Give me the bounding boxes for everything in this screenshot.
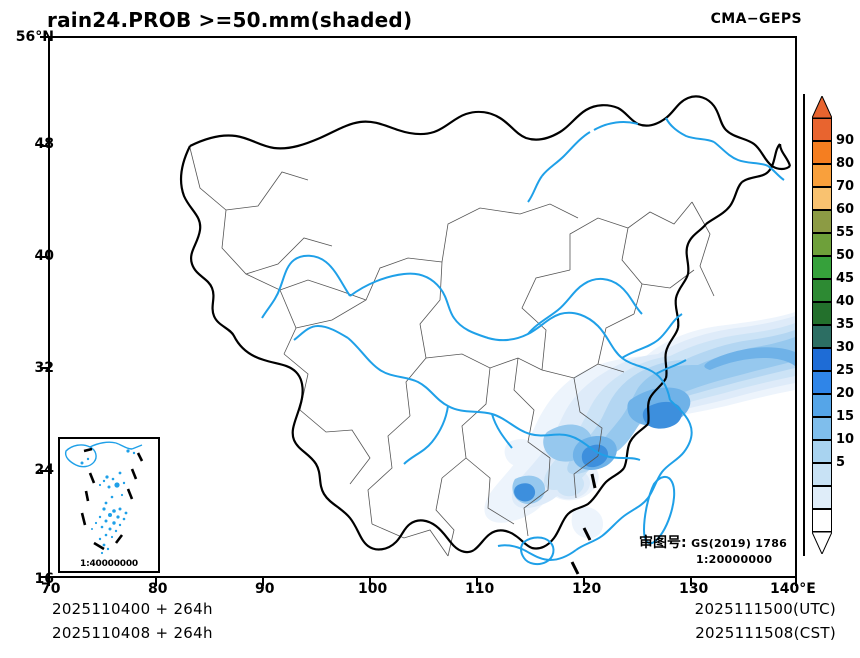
x-axis-label-130: 130 [679,581,709,597]
precip-contour-35c [514,483,536,502]
precip-contour-35 [642,401,682,429]
colorbar-segment-8 [812,302,832,325]
y-tick-48 [40,145,48,147]
approval-cn-label: 审图号: [639,535,687,551]
colorbar-label-50: 50 [836,248,855,263]
colorbar-segment-11 [812,371,832,394]
y-axis-label-48: 48 [34,136,54,152]
x-axis-label-90: 90 [255,581,275,597]
x-tick-90 [262,578,264,586]
footer-init-cst: 2025110408 + 264h [52,624,213,642]
x-tick-80 [155,578,157,586]
colorbar-label-90: 90 [836,133,855,148]
colorbar-segment-12 [812,394,832,417]
colorbar-label-55: 55 [836,225,855,240]
national-border-layer [180,95,792,554]
x-tick-130 [690,578,692,586]
colorbar-label-10: 10 [836,432,855,447]
colorbar-segment-17 [812,509,832,532]
colorbar-label-20: 20 [836,386,855,401]
colorbar-top-arrow-icon [812,96,832,118]
colorbar-outer-rule [803,94,805,556]
precip-contour-5c [571,506,604,539]
footer-valid-cst: 2025111508(CST) [695,624,836,642]
model-label: CMA−GEPS [710,11,802,27]
colorbar-label-30: 30 [836,340,855,355]
colorbar-label-70: 70 [836,179,855,194]
colorbar-segment-1 [812,141,832,164]
precip-contour-35b [581,444,608,468]
y-tick-40 [40,256,48,258]
colorbar-bottom-arrow-icon [812,532,832,554]
colorbar-segment-10 [812,348,832,371]
precip-contour-15b [555,473,585,497]
colorbar-label-25: 25 [836,363,855,378]
x-axis-label-120: 120 [572,581,602,597]
colorbar-label-45: 45 [836,271,855,286]
colorbar-label-15: 15 [836,409,855,424]
y-tick-16 [40,576,48,578]
rivers-coastline-layer [261,117,785,566]
x-tick-140 [795,578,797,586]
colorbar-segment-14 [812,440,832,463]
x-axis-label-80: 80 [148,581,168,597]
footer-valid-utc: 2025111500(UTC) [694,600,836,618]
x-tick-100 [369,578,371,586]
colorbar-label-35: 35 [836,317,855,332]
colorbar-segment-5 [812,233,832,256]
precip-contour-30c [704,347,795,370]
x-axis-label-70: 70 [41,581,61,597]
y-axis-label-56: 56°N [15,29,54,45]
colorbar-segment-0 [812,118,832,141]
x-tick-120 [583,578,585,586]
approval-number: GS(2019) 1786 [691,537,788,550]
colorbar-segment-6 [812,256,832,279]
colorbar-segment-7 [812,279,832,302]
colorbar-label-60: 60 [836,202,855,217]
inset-canvas [64,441,144,555]
map-approval-number: 审图号: GS(2019) 1786 1:20000000 [639,535,787,566]
page-title: rain24.PROB >=50.mm(shaded) [47,8,413,32]
colorbar-segment-2 [812,164,832,187]
colorbar-label-40: 40 [836,294,855,309]
map-plot-area[interactable]: 1:40000000 审图号: GS(2019) 1786 1:20000000 [48,36,797,578]
x-tick-110 [476,578,478,586]
y-tick-32 [40,367,48,369]
nine-dash-line-layer [570,473,597,575]
map-canvas [180,95,795,575]
y-tick-56 [40,36,48,38]
x-axis-label-100: 100 [358,581,388,597]
colorbar-segment-4 [812,210,832,233]
colorbar-segment-16 [812,486,832,509]
south-china-sea-inset[interactable]: 1:40000000 [58,437,160,573]
colorbar-label-5: 5 [836,455,846,470]
province-boundaries-layer [189,147,715,557]
colorbar[interactable]: 90 80 70 60 55 50 45 40 35 30 25 20 15 10 5 [812,96,854,554]
colorbar-segment-3 [812,187,832,210]
x-tick-70 [48,578,50,586]
colorbar-label-80: 80 [836,156,855,171]
inset-scale-label: 1:40000000 [80,559,138,569]
footer-init-utc: 2025110400 + 264h [52,600,213,618]
colorbar-segment-9 [812,325,832,348]
colorbar-segment-13 [812,417,832,440]
y-tick-24 [40,470,48,472]
approval-scale: 1:20000000 [696,552,773,566]
colorbar-segment-15 [812,463,832,486]
precip-contour-25 [597,337,795,456]
precip-contour-5d [504,439,537,467]
x-axis-label-110: 110 [465,581,495,597]
x-axis-label-140: 140°E [770,581,816,597]
